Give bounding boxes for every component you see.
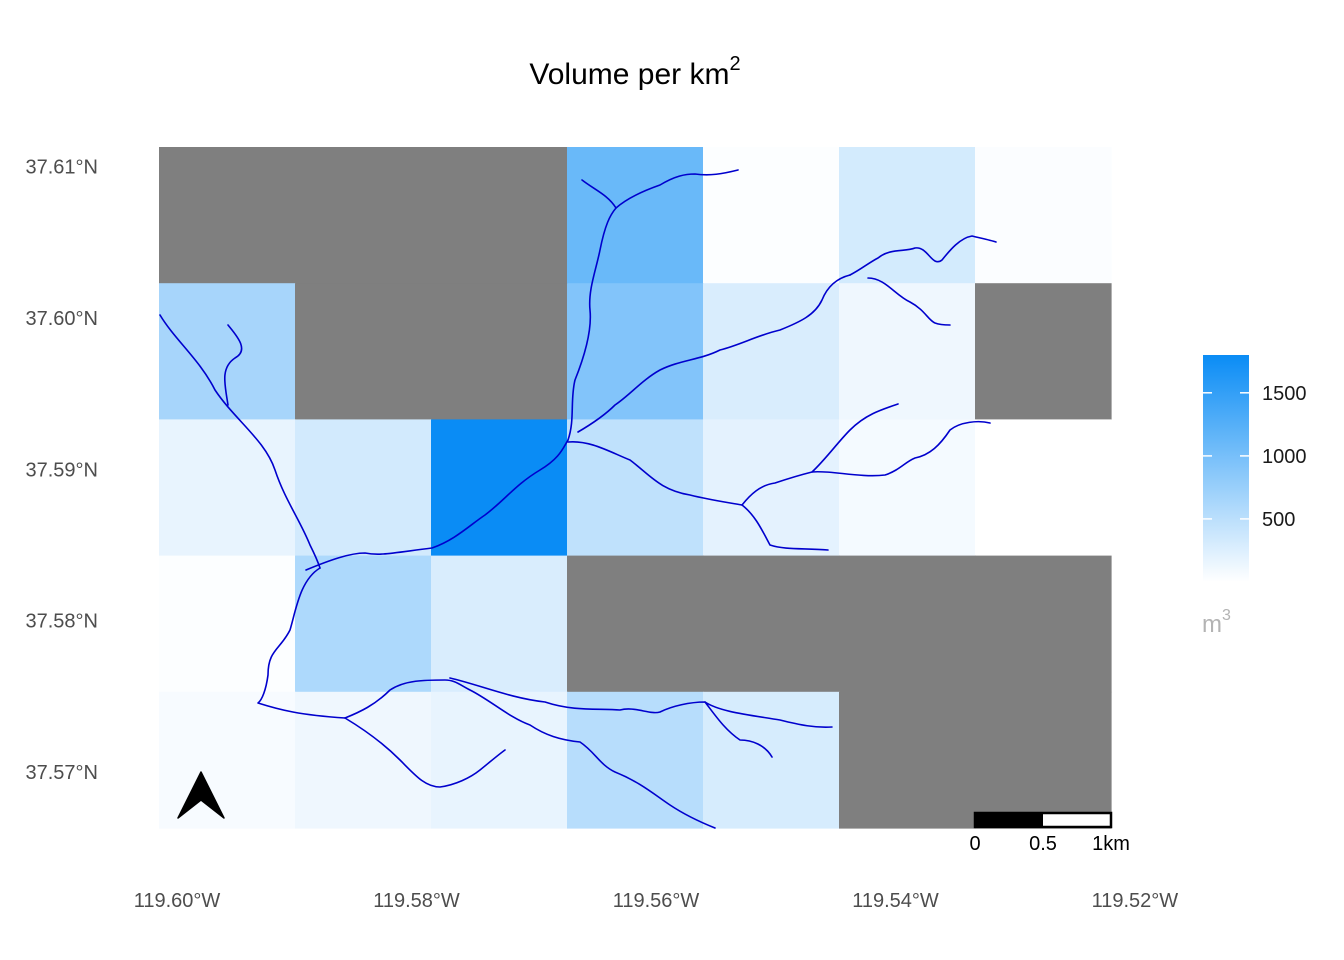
raster-cell <box>431 283 568 420</box>
raster-grid <box>159 147 1112 829</box>
lon-tick-label: 119.52°W <box>1092 890 1179 912</box>
legend: 500 1000 1500 m3 <box>1202 355 1307 638</box>
stream-line <box>811 420 991 477</box>
raster-cell <box>431 555 568 693</box>
raster-cell <box>159 691 296 829</box>
raster-cell <box>703 419 840 557</box>
raster-cell <box>431 419 568 557</box>
stream-line <box>344 679 716 829</box>
raster-cell <box>975 555 1112 693</box>
raster-cell <box>839 147 976 284</box>
stream-line <box>581 169 739 209</box>
lat-tick-label: 37.60°N <box>26 308 99 330</box>
scale-label-1km: 1km <box>1092 833 1130 855</box>
stream-line <box>567 207 617 441</box>
legend-tick-label: 1000 <box>1262 446 1307 468</box>
raster-cell <box>295 419 432 557</box>
lat-tick-label: 37.61°N <box>26 157 99 179</box>
raster-cell <box>975 691 1112 829</box>
stream-network <box>159 169 997 829</box>
scale-label-half: 0.5 <box>1029 833 1057 855</box>
raster-cell <box>431 147 568 284</box>
raster-cell <box>295 555 432 693</box>
lon-tick-label: 119.56°W <box>613 890 700 912</box>
lon-tick-label: 119.60°W <box>134 890 221 912</box>
raster-cell <box>295 691 432 829</box>
raster-cell <box>295 283 432 420</box>
raster-cell <box>431 691 568 829</box>
raster-cell <box>567 691 704 829</box>
stream-line <box>257 567 346 719</box>
raster-cell <box>567 555 704 693</box>
lat-tick-label: 37.59°N <box>26 459 99 481</box>
legend-title: m3 <box>1202 607 1231 638</box>
stream-line <box>223 324 243 406</box>
raster-cell <box>295 147 432 284</box>
scale-bar: 0 0.5 1km <box>969 811 1130 855</box>
stream-line <box>449 677 833 728</box>
raster-cell <box>159 419 296 557</box>
raster-cell <box>839 419 976 557</box>
raster-cell <box>839 283 976 420</box>
legend-tick-label: 1500 <box>1262 383 1307 405</box>
lat-tick-label: 37.58°N <box>26 611 99 633</box>
raster-cell <box>703 283 840 420</box>
legend-tick-label: 500 <box>1262 509 1295 531</box>
longitude-axis: 119.60°W 119.58°W 119.56°W 119.54°W 119.52°W <box>134 890 1179 912</box>
stream-line <box>867 277 951 326</box>
raster-cell <box>703 555 840 693</box>
legend-ticks: 500 1000 1500 <box>1203 383 1307 531</box>
scale-label-0: 0 <box>969 833 980 855</box>
lon-tick-label: 119.54°W <box>852 890 939 912</box>
raster-cell <box>839 555 976 693</box>
raster-cell <box>159 147 296 284</box>
raster-cell <box>567 147 704 284</box>
latitude-axis: 37.61°N 37.60°N 37.59°N 37.58°N 37.57°N <box>26 157 99 784</box>
stream-line <box>741 504 829 551</box>
stream-line <box>849 235 997 276</box>
raster-cell <box>975 283 1112 420</box>
lon-tick-label: 119.58°W <box>373 890 460 912</box>
stream-line <box>344 717 506 788</box>
legend-colorbar <box>1203 355 1249 582</box>
north-arrow-icon <box>177 771 225 819</box>
stream-line <box>305 439 569 571</box>
map-title: Volume per km2 <box>529 53 740 91</box>
raster-cell <box>975 147 1112 284</box>
stream-line <box>577 274 851 433</box>
stream-line <box>567 441 743 506</box>
raster-cell <box>839 691 976 829</box>
raster-cell <box>703 691 840 829</box>
raster-cell <box>567 283 704 420</box>
raster-cell <box>975 419 1112 557</box>
stream-line <box>704 701 773 758</box>
stream-line <box>159 314 321 569</box>
lat-tick-label: 37.57°N <box>26 762 99 784</box>
raster-cell <box>567 419 704 557</box>
raster-cell <box>159 555 296 693</box>
raster-cell <box>703 147 840 284</box>
